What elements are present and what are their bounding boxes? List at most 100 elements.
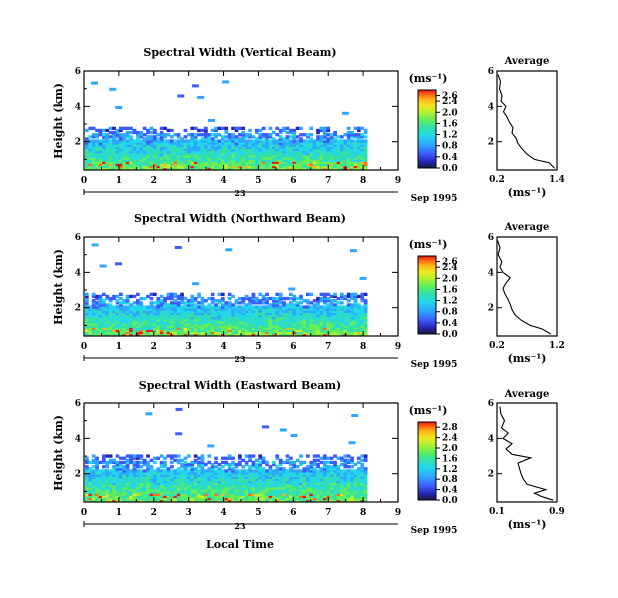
heatmap-cell — [112, 152, 116, 156]
heatmap-cell — [357, 494, 361, 499]
heatmap-cell — [244, 139, 249, 143]
heatmap-cell — [125, 152, 130, 156]
heatmap-cell — [316, 167, 320, 171]
heatmap-cell — [309, 469, 314, 473]
heatmap-cell — [357, 484, 361, 488]
heatmap-cell — [278, 164, 283, 169]
heatmap-cell — [251, 150, 256, 154]
heatmap-cell — [248, 162, 252, 167]
heatmap-cell — [309, 484, 314, 488]
heatmap-cell — [204, 164, 208, 169]
heatmap-cell — [265, 330, 269, 335]
avg-y-tick-label: 2 — [488, 470, 494, 480]
heatmap-cell — [136, 158, 140, 162]
heatmap-cell — [312, 303, 317, 307]
heatmap-cell — [102, 458, 106, 462]
heatmap-cell — [231, 135, 235, 139]
heatmap-cell — [343, 164, 348, 169]
heatmap-cell — [98, 473, 103, 477]
heatmap-cell — [91, 294, 96, 299]
heatmap-cell — [292, 471, 297, 475]
heatmap-cell — [139, 307, 144, 311]
heatmap-cell — [316, 479, 320, 484]
heatmap-cell — [88, 160, 93, 164]
heatmap-cell — [251, 294, 256, 299]
heatmap-cell — [112, 137, 116, 141]
heatmap-cell — [119, 303, 123, 307]
heatmap-cell — [357, 475, 361, 479]
heatmap-cell — [112, 469, 116, 473]
heatmap-cell — [278, 460, 283, 465]
heatmap-cell — [125, 488, 130, 492]
heatmap-cell — [204, 299, 208, 303]
heatmap-cell — [363, 456, 368, 460]
heatmap-cell — [193, 139, 198, 143]
heatmap-cell — [136, 167, 140, 171]
heatmap-cell — [251, 477, 256, 482]
heatmap-cell — [180, 471, 184, 475]
heatmap-cell — [153, 496, 157, 501]
heatmap-cell — [159, 486, 164, 490]
heatmap-cell — [180, 490, 184, 494]
heatmap-cell — [170, 324, 174, 328]
heatmap-cell — [244, 454, 249, 458]
heatmap-cell — [312, 139, 317, 143]
heatmap-cell — [122, 139, 127, 143]
heatmap-cell — [139, 311, 144, 316]
heatmap-cell — [180, 496, 184, 501]
heatmap-cell — [214, 473, 218, 477]
heatmap-cell — [299, 311, 303, 316]
heatmap-cell — [112, 482, 116, 486]
heatmap-cell — [302, 330, 307, 335]
heatmap-cell — [302, 467, 307, 471]
heatmap-cell — [272, 309, 276, 313]
heatmap-cell — [119, 475, 123, 479]
heatmap-cell — [115, 494, 120, 499]
heatmap-cell — [241, 490, 246, 494]
average-line — [497, 74, 555, 169]
heatmap-cell — [187, 139, 191, 143]
heatmap-cell — [323, 499, 327, 503]
heatmap-cell — [295, 330, 300, 335]
heatmap-cell — [146, 469, 150, 473]
heatmap-cell — [99, 264, 107, 268]
heatmap-cell — [275, 499, 280, 503]
heatmap-cell — [221, 139, 225, 143]
heatmap-cell — [217, 167, 222, 171]
heatmap-cell — [98, 158, 103, 162]
heatmap-cell — [333, 162, 337, 167]
heatmap-cell — [258, 292, 263, 296]
heatmap-cell — [360, 135, 365, 139]
heatmap-cell — [153, 307, 157, 311]
heatmap-cell — [251, 465, 256, 469]
heatmap-cell — [251, 158, 256, 162]
heatmap-cell — [268, 324, 273, 328]
heatmap-cell — [207, 162, 212, 167]
heatmap-cell — [299, 330, 303, 335]
heatmap-cell — [227, 492, 232, 496]
heatmap-cell — [95, 164, 99, 169]
heatmap-cell — [282, 467, 286, 471]
heatmap-cell — [360, 482, 365, 486]
heatmap-cell — [261, 152, 266, 156]
heatmap-cell — [85, 311, 89, 316]
heatmap-cell — [340, 475, 344, 479]
heatmap-cell — [91, 303, 96, 307]
heatmap-cell — [258, 160, 263, 164]
heatmap-cell — [306, 143, 310, 147]
heatmap-cell — [217, 145, 222, 150]
heatmap-cell — [244, 499, 249, 503]
heatmap-cell — [102, 147, 106, 152]
heatmap-cell — [255, 471, 259, 475]
heatmap-cell — [278, 152, 283, 156]
heatmap-cell — [248, 141, 252, 145]
heatmap-cell — [227, 147, 232, 152]
heatmap-cell — [326, 313, 331, 318]
heatmap-cell — [214, 150, 218, 154]
heatmap-cell — [319, 316, 324, 320]
heatmap-cell — [309, 150, 314, 154]
heatmap-cell — [309, 473, 314, 477]
heatmap-cell — [108, 471, 113, 475]
heatmap-cell — [289, 320, 293, 324]
heatmap-cell — [316, 162, 320, 167]
